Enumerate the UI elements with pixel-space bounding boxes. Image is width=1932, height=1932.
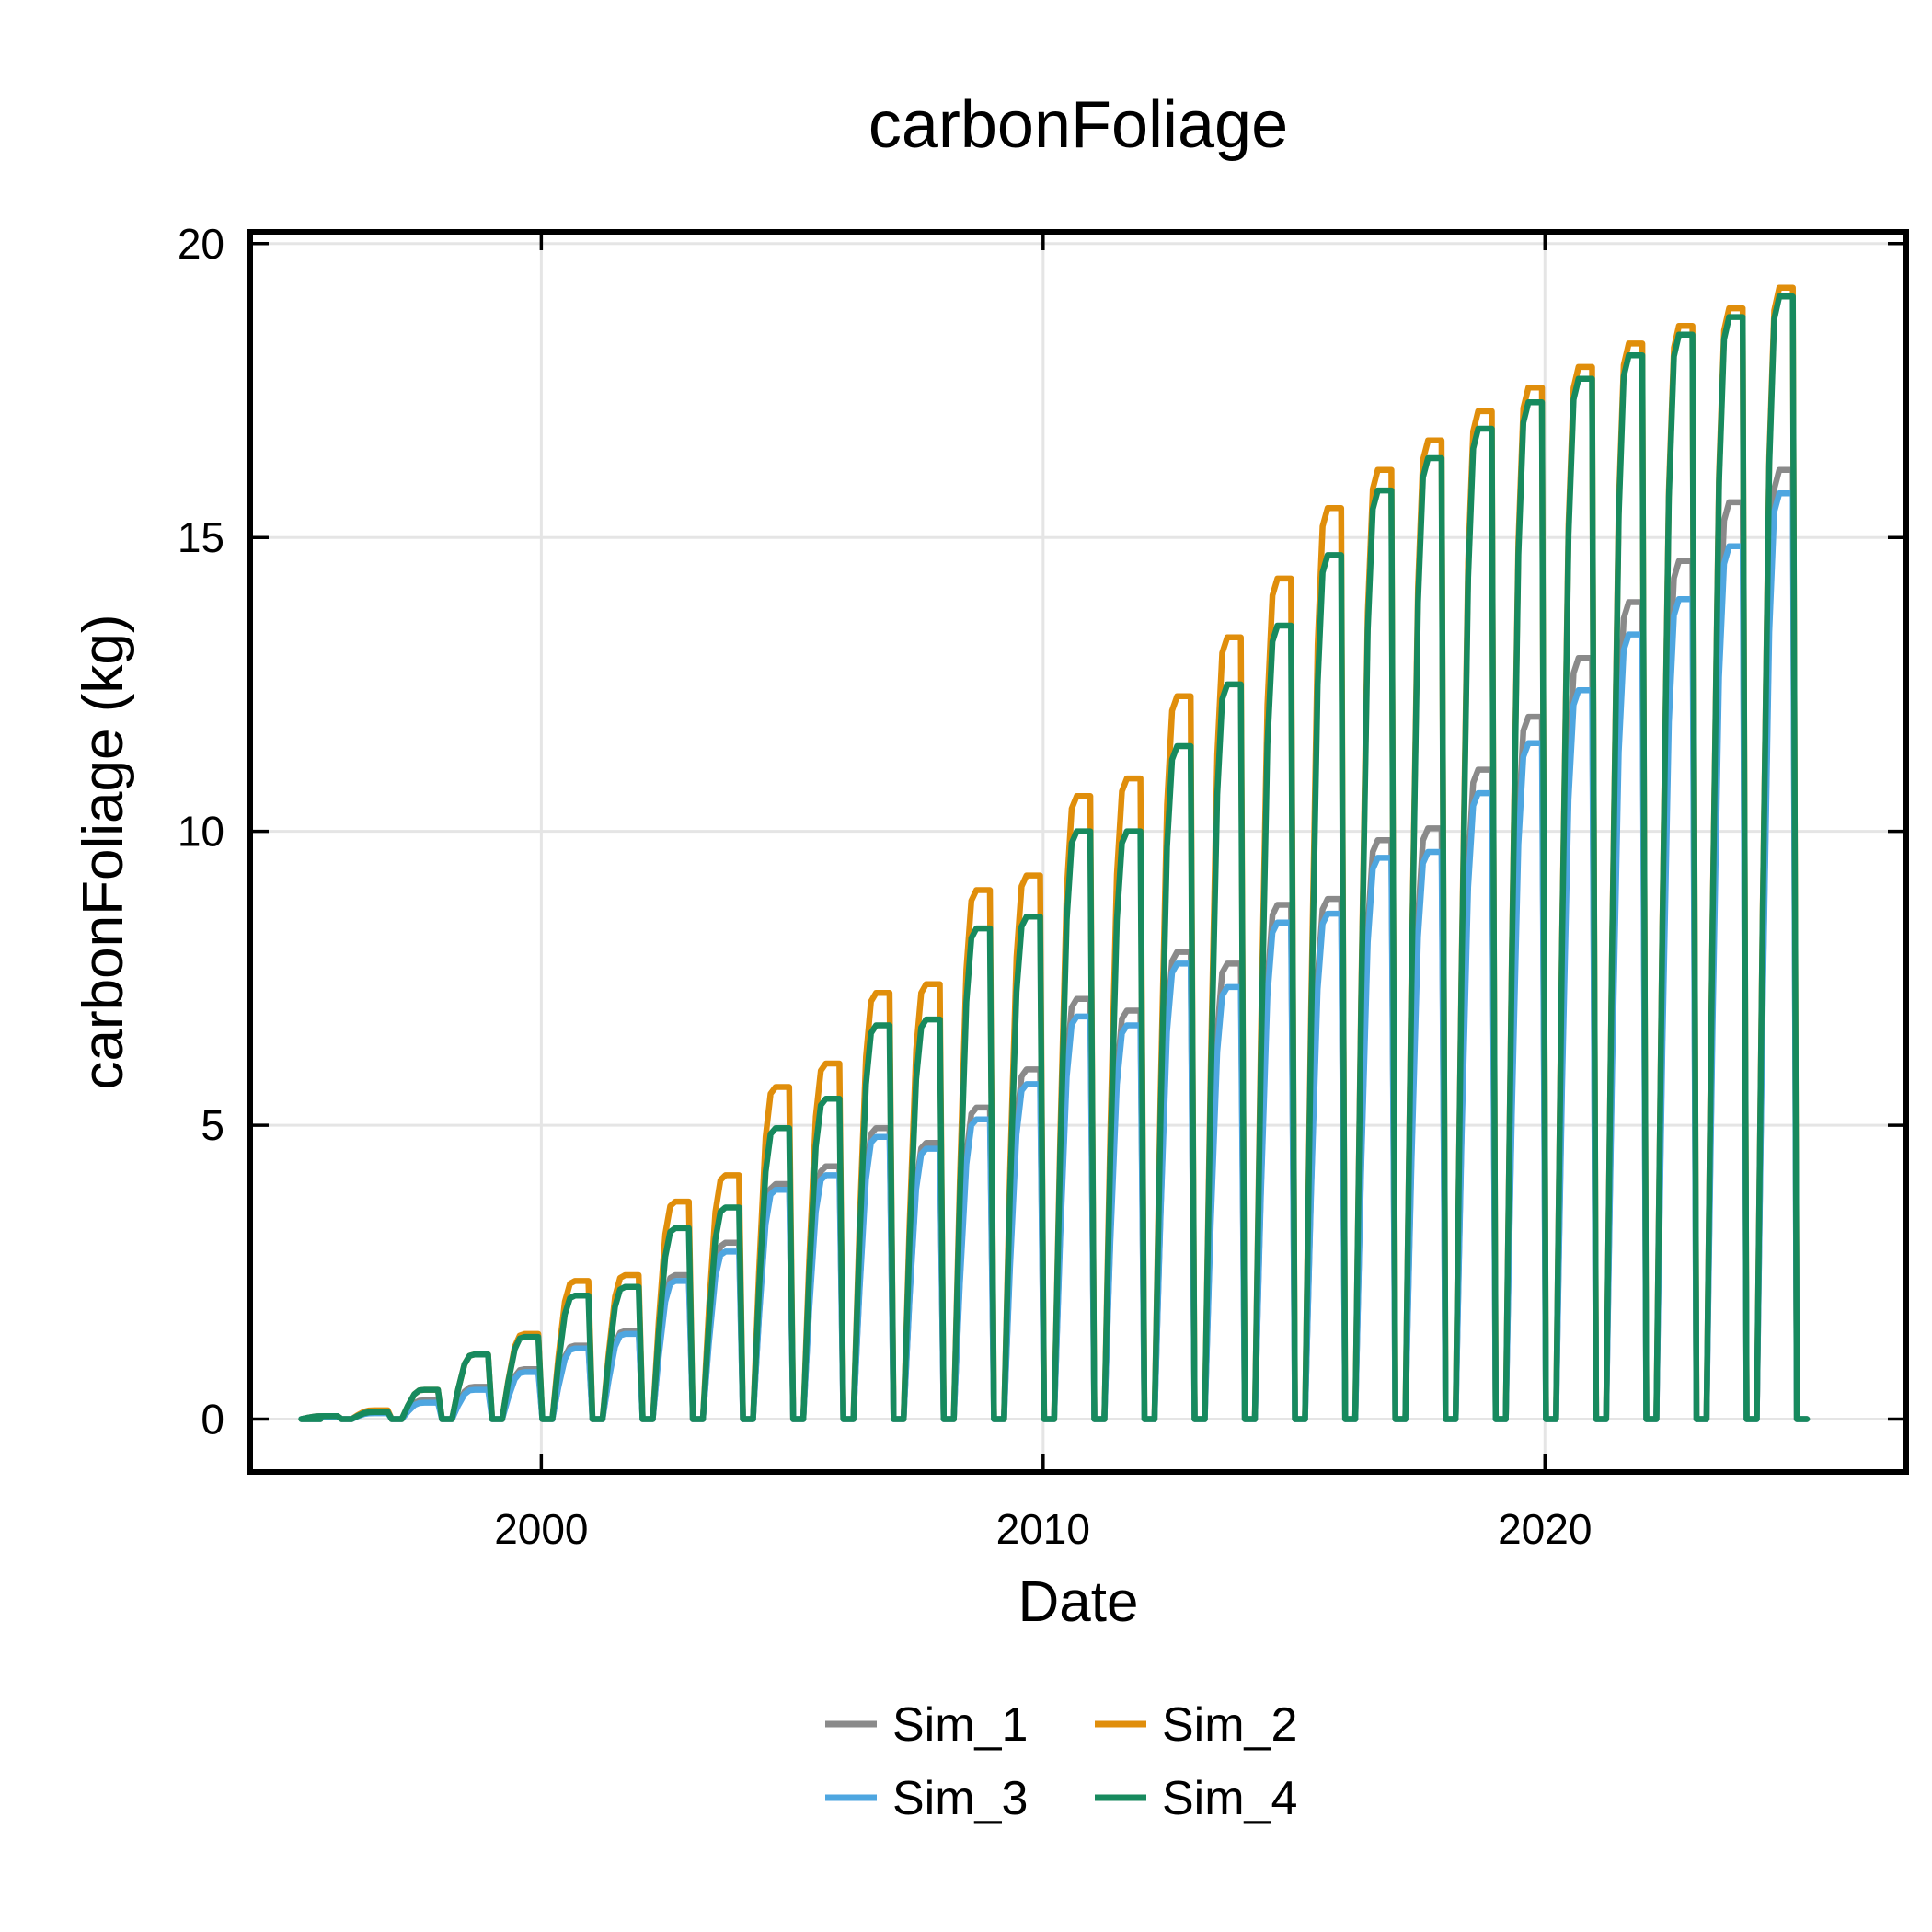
- y-tick-label: 20: [178, 220, 224, 268]
- series-line-sim-2: [298, 284, 1811, 1422]
- axis-ticks: 2000 2010 2020 0 5 10 15 20: [178, 220, 1906, 1553]
- legend-label-sim-2: Sim_2: [1162, 1698, 1297, 1752]
- x-axis-label: Date: [1018, 1570, 1139, 1634]
- x-tick-label: 2000: [494, 1505, 588, 1553]
- series-line-sim-3: [298, 490, 1811, 1422]
- series-line-sim-1: [298, 466, 1811, 1422]
- chart-title: carbonFoliage: [868, 88, 1288, 162]
- y-axis-label: carbonFoliage (kg): [72, 615, 135, 1090]
- plot-frame: [247, 229, 1909, 1475]
- plot-lines: [298, 284, 1811, 1422]
- legend-label-sim-1: Sim_1: [892, 1698, 1028, 1752]
- series-line-sim-4: [298, 293, 1811, 1422]
- y-tick-label: 10: [178, 808, 224, 856]
- y-tick-label: 15: [178, 513, 224, 561]
- legend: Sim_1 Sim_2 Sim_3 Sim_4: [825, 1698, 1297, 1825]
- y-tick-label: 0: [201, 1396, 224, 1443]
- x-tick-label: 2010: [996, 1505, 1090, 1553]
- legend-label-sim-3: Sim_3: [892, 1772, 1028, 1825]
- x-tick-label: 2020: [1498, 1505, 1592, 1553]
- legend-label-sim-4: Sim_4: [1162, 1772, 1297, 1825]
- y-tick-label: 5: [201, 1101, 224, 1149]
